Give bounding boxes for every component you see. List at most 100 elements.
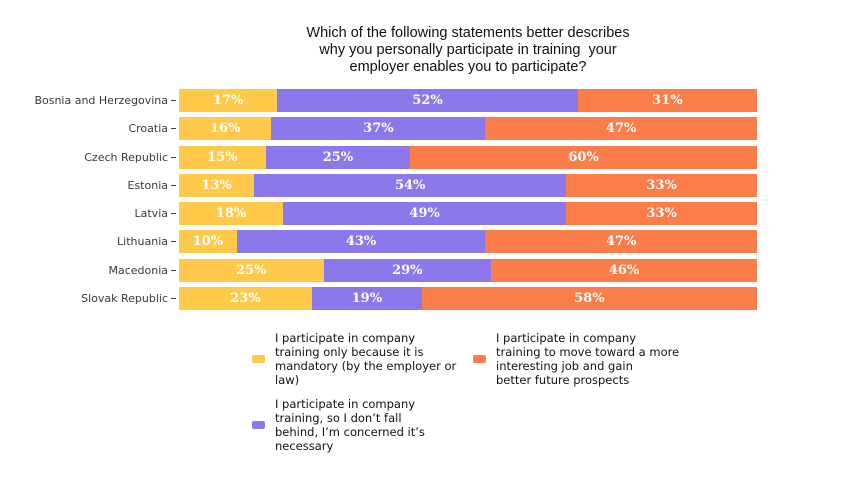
bar-segment[interactable]: 10% [179,230,237,254]
y-tick-label: Macedonia [108,263,168,277]
bar-value-label: 37% [363,121,394,137]
bar-value-label: 60% [568,149,599,165]
bar-track: 23% 19% 58% [179,287,757,311]
bar-value-label: 47% [605,121,637,137]
bar-track: 16% 37% 47% [179,117,757,141]
y-tick-mark [171,128,176,130]
bar-row: Slovak Republic 23% 19% 58% [0,287,760,311]
chart-title-line: Which of the following statements better… [306,25,630,41]
bar-segment[interactable]: 47% [485,117,757,141]
legend-label-line: training to move toward a more [496,345,680,359]
bar-segment[interactable]: 54% [254,173,567,197]
y-tick-mark [171,241,176,243]
bar-segment[interactable]: 18% [179,202,284,226]
legend-label-line: I participate in company [275,331,416,345]
bar-value-label: 25% [236,262,267,278]
legend-label-line: behind, I’m concerned it’s [275,425,425,439]
bar-segment[interactable]: 47% [485,230,757,254]
bar-segment[interactable]: 13% [179,173,255,197]
bar-value-label: 52% [412,93,443,108]
chart-title-line: why you personally participate in traini… [319,42,617,58]
bar-segment[interactable]: 16% [179,117,272,141]
bar-track: 17% 52% 31% [179,89,757,112]
bar-segment[interactable]: 15% [179,145,266,169]
y-tick-label: Croatia [128,122,168,136]
y-tick-mark [171,184,176,186]
y-tick-label: Latvia [134,207,169,221]
bar-value-label: 17% [212,93,244,108]
legend-column-left: I participate in company training only b… [252,331,473,453]
legend-label-line: law) [275,373,300,387]
bar-segment[interactable]: 43% [236,230,486,254]
bar-segment[interactable]: 29% [323,258,492,282]
bar-segment[interactable]: 31% [577,89,757,112]
y-tick-label: Bosnia and Herzegovina [34,94,168,107]
bar-value-label: 25% [322,149,354,165]
bar-segment[interactable]: 17% [179,89,278,112]
bar-track: 10% 43% 47% [179,230,757,254]
bar-row: Czech Republic 15% 25% 60% [0,145,760,169]
bar-value-label: 16% [210,121,241,137]
legend-column-right: I participate in company training to mov… [473,331,679,453]
legend-label-better-prospects: I participate in company training to mov… [496,331,679,387]
bar-value-label: 58% [574,291,605,307]
bar-value-label: 43% [345,234,377,250]
y-tick-mark [171,100,176,101]
y-tick-mark [171,269,176,271]
bar-row: Estonia 13% 54% 33% [0,173,760,197]
bar-value-label: 15% [207,149,238,165]
bar-value-label: 46% [608,262,640,278]
legend-label-line: training, so I don’t fall [275,411,402,425]
bar-segment[interactable]: 23% [179,287,312,311]
bar-value-label: 10% [192,234,224,250]
bar-segment[interactable]: 52% [277,89,578,112]
legend: I participate in company training only b… [252,331,679,453]
bar-row: Croatia 16% 37% 47% [0,117,760,141]
legend-entry-better-prospects[interactable]: I participate in company training to mov… [473,331,679,387]
bar-row: Macedonia 25% 29% 46% [0,258,760,282]
bar-segment[interactable]: 33% [566,173,757,197]
bar-segment[interactable]: 19% [311,287,422,311]
bar-segment[interactable]: 25% [179,258,324,282]
bar-segment[interactable]: 46% [491,258,757,282]
plot-area: Bosnia and Herzegovina 17% 52% 31% Croatia 16… [0,89,760,315]
bar-value-label: 13% [201,177,232,193]
bar-row: Bosnia and Herzegovina 17% 52% 31% [0,89,760,112]
bar-value-label: 49% [409,206,440,222]
bar-value-label: 23% [230,291,261,307]
bar-segment[interactable]: 49% [283,202,567,226]
y-tick-mark [171,156,176,158]
legend-label-mandatory: I participate in company training only b… [275,331,456,387]
bar-track: 13% 54% 33% [179,173,757,197]
y-tick-label: Lithuania [117,235,168,249]
bar-segment[interactable]: 58% [421,287,757,311]
y-tick-label: Estonia [127,178,169,192]
y-tick-mark [171,298,176,300]
legend-label-line: I participate in company [275,397,416,411]
legend-entry-mandatory[interactable]: I participate in company training only b… [252,331,473,387]
bar-row: Lithuania 10% 43% 47% [0,230,760,254]
bar-value-label: 29% [392,262,423,278]
y-tick-label: Czech Republic [84,150,168,164]
legend-swatch-yellow [252,355,265,363]
bar-segment[interactable]: 25% [265,145,411,169]
legend-label-dont-fall-behind: I participate in company training, so I … [275,397,425,453]
legend-label-line: interesting job and gain [496,359,633,373]
legend-entry-dont-fall-behind[interactable]: I participate in company training, so I … [252,397,473,453]
bar-value-label: 33% [646,177,677,193]
bar-value-label: 31% [652,93,683,108]
bar-value-label: 19% [351,291,383,307]
y-tick-label: Slovak Republic [81,292,168,306]
bar-segment[interactable]: 33% [566,202,757,226]
bar-track: 15% 25% 60% [179,145,757,169]
bar-segment[interactable]: 60% [410,145,757,169]
legend-label-line: training only because it is [275,345,424,359]
legend-label-line: necessary [275,439,334,453]
bar-segment[interactable]: 37% [271,117,486,141]
bar-value-label: 47% [605,234,637,250]
chart-title-line: employer enables you to participate? [349,59,587,75]
legend-label-line: I participate in company [496,331,637,345]
bar-track: 18% 49% 33% [179,202,757,226]
y-tick-mark [171,213,176,215]
